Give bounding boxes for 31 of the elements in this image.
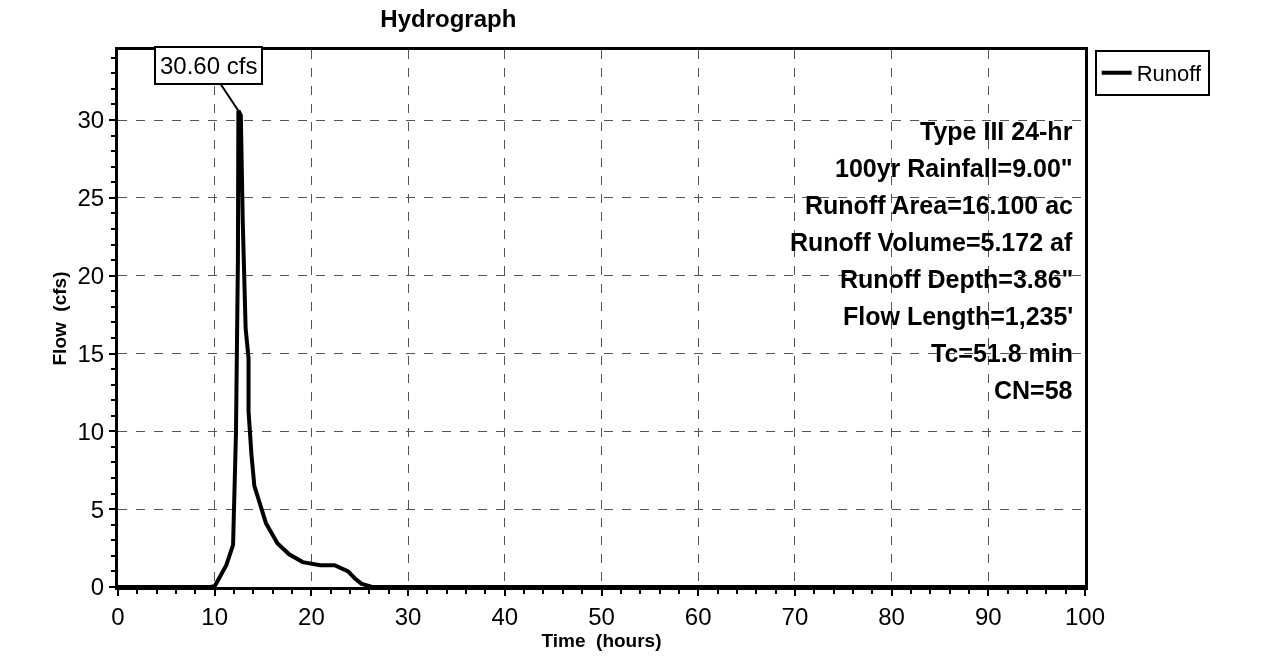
annotation: Flow Length=1,235' xyxy=(843,302,1074,330)
x-tick-label: 90 xyxy=(974,602,1002,630)
y-tick-label: 15 xyxy=(77,339,105,367)
annotation: 30.60 cfs xyxy=(160,52,258,79)
x-tick-label: 20 xyxy=(298,602,325,630)
x-tick-label: 70 xyxy=(781,602,809,630)
y-tick-label: 0 xyxy=(90,573,105,601)
annotation: 100yr Rainfall=9.00" xyxy=(835,154,1073,182)
y-axis-title: Flow (cfs) xyxy=(49,271,71,366)
x-tick-label: 0 xyxy=(111,602,125,630)
x-tick-label: 50 xyxy=(588,602,615,630)
y-tick-label: 20 xyxy=(77,262,105,290)
x-tick-label: 80 xyxy=(878,602,905,630)
x-tick-label: 100 xyxy=(1064,602,1106,630)
y-tick-label: 25 xyxy=(77,184,105,212)
annotation: CN=58 xyxy=(994,376,1073,404)
x-tick-label: 40 xyxy=(491,602,519,630)
chart-title: Hydrograph xyxy=(380,4,517,32)
y-tick-label: 5 xyxy=(90,495,105,523)
x-tick-label: 10 xyxy=(201,602,229,630)
legend-label: Runoff xyxy=(1136,61,1202,87)
annotation: Type III 24-hr xyxy=(920,117,1073,145)
x-tick-label: 60 xyxy=(684,602,712,630)
annotation: Runoff Depth=3.86" xyxy=(840,265,1074,293)
x-tick-label: 30 xyxy=(394,602,422,630)
x-axis-title: Time (hours) xyxy=(541,629,662,651)
annotation: Runoff Area=16.100 ac xyxy=(805,191,1074,219)
y-tick-label: 10 xyxy=(77,417,105,445)
annotation: Runoff Volume=5.172 af xyxy=(790,228,1073,256)
annotation: Tc=51.8 min xyxy=(931,339,1073,367)
y-tick-label: 30 xyxy=(77,106,105,134)
